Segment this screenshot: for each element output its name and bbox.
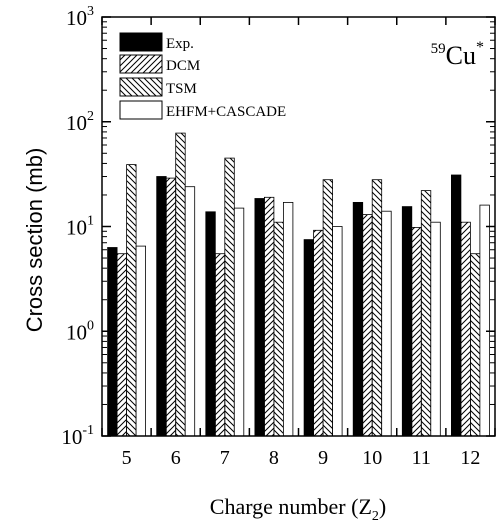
bar-dcm-z8 <box>263 196 275 437</box>
bar-ehfm-z11 <box>430 221 441 437</box>
x-tick-label: 12 <box>460 447 480 469</box>
bar-dcm-z11 <box>411 226 422 437</box>
bars-group <box>107 132 490 437</box>
bar-exp-z7 <box>205 211 216 437</box>
y-tick-label: 103 <box>66 4 94 30</box>
legend-swatch-exp <box>119 32 163 52</box>
bar-ehfm-z5 <box>135 245 147 437</box>
bar-ehfm-z10 <box>381 210 392 437</box>
y-tick-label: 10-1 <box>61 423 94 449</box>
bar-tsm-z11 <box>420 190 432 437</box>
x-tick-label: 8 <box>269 447 279 469</box>
axes-group <box>101 16 496 437</box>
bar-dcm-z5 <box>116 253 127 437</box>
legend-label-tsm: TSM <box>166 81 197 97</box>
x-axis-title-subscript: 2 <box>372 509 379 524</box>
y-tick-label: 102 <box>66 109 94 135</box>
legend-swatch-ehfm <box>119 100 163 120</box>
x-tick-label: 11 <box>412 447 431 469</box>
bar-tsm-z12 <box>469 253 481 437</box>
bar-dcm-z6 <box>165 177 177 437</box>
y-axis-title: Cross section (mb) <box>22 148 47 333</box>
legend-swatch-tsm <box>119 77 163 97</box>
bar-ehfm-z7 <box>233 207 245 437</box>
bar-exp-z8 <box>254 198 265 437</box>
bar-tsm-z5 <box>126 164 137 437</box>
bar-exp-z12 <box>450 174 462 437</box>
bar-exp-z10 <box>352 201 364 437</box>
bar-tsm-z6 <box>175 132 186 437</box>
nucleus-annotation: 59Cu* <box>431 39 484 70</box>
x-tick-label: 7 <box>220 447 230 469</box>
legend-swatch-dcm <box>119 54 163 74</box>
x-tick-label: 10 <box>362 447 382 469</box>
legend-label-exp: Exp. <box>166 36 194 52</box>
bar-tsm-z8 <box>273 221 284 437</box>
bar-exp-z11 <box>401 206 413 437</box>
bar-dcm-z12 <box>460 221 471 437</box>
bar-exp-z6 <box>156 176 167 437</box>
x-axis-title: Charge number (Z2) <box>210 494 386 524</box>
y-tick-label: 101 <box>66 214 94 240</box>
bar-tsm-z10 <box>371 179 383 437</box>
legend-label-dcm: DCM <box>166 58 200 74</box>
bar-tsm-z9 <box>322 179 334 437</box>
bar-tsm-z7 <box>224 157 235 437</box>
bar-dcm-z7 <box>214 253 226 437</box>
legend-label-ehfm: EHFM+CASCADE <box>166 104 286 120</box>
nucleus-mass-number: 59 <box>431 41 446 57</box>
bar-exp-z9 <box>303 239 315 437</box>
bar-dcm-z10 <box>362 214 373 437</box>
nucleus-element: Cu <box>446 41 476 70</box>
tick-labels-group: 5 6 7 8 9 10 11 12 10-1 100 101 102 103 <box>61 4 480 469</box>
bar-ehfm-z9 <box>332 226 343 437</box>
y-tick-label: 100 <box>66 318 94 344</box>
bar-dcm-z9 <box>313 229 324 437</box>
x-tick-label: 5 <box>122 447 132 469</box>
nucleus-superscript: * <box>476 39 484 56</box>
bar-exp-z5 <box>107 247 118 437</box>
bar-ehfm-z8 <box>282 201 294 437</box>
legend: Exp. DCM TSM EHFM+CASCADE <box>119 32 286 120</box>
x-tick-label: 6 <box>171 447 181 469</box>
x-tick-label: 9 <box>318 447 328 469</box>
bar-ehfm-z12 <box>479 204 490 437</box>
bar-ehfm-z6 <box>184 186 196 437</box>
